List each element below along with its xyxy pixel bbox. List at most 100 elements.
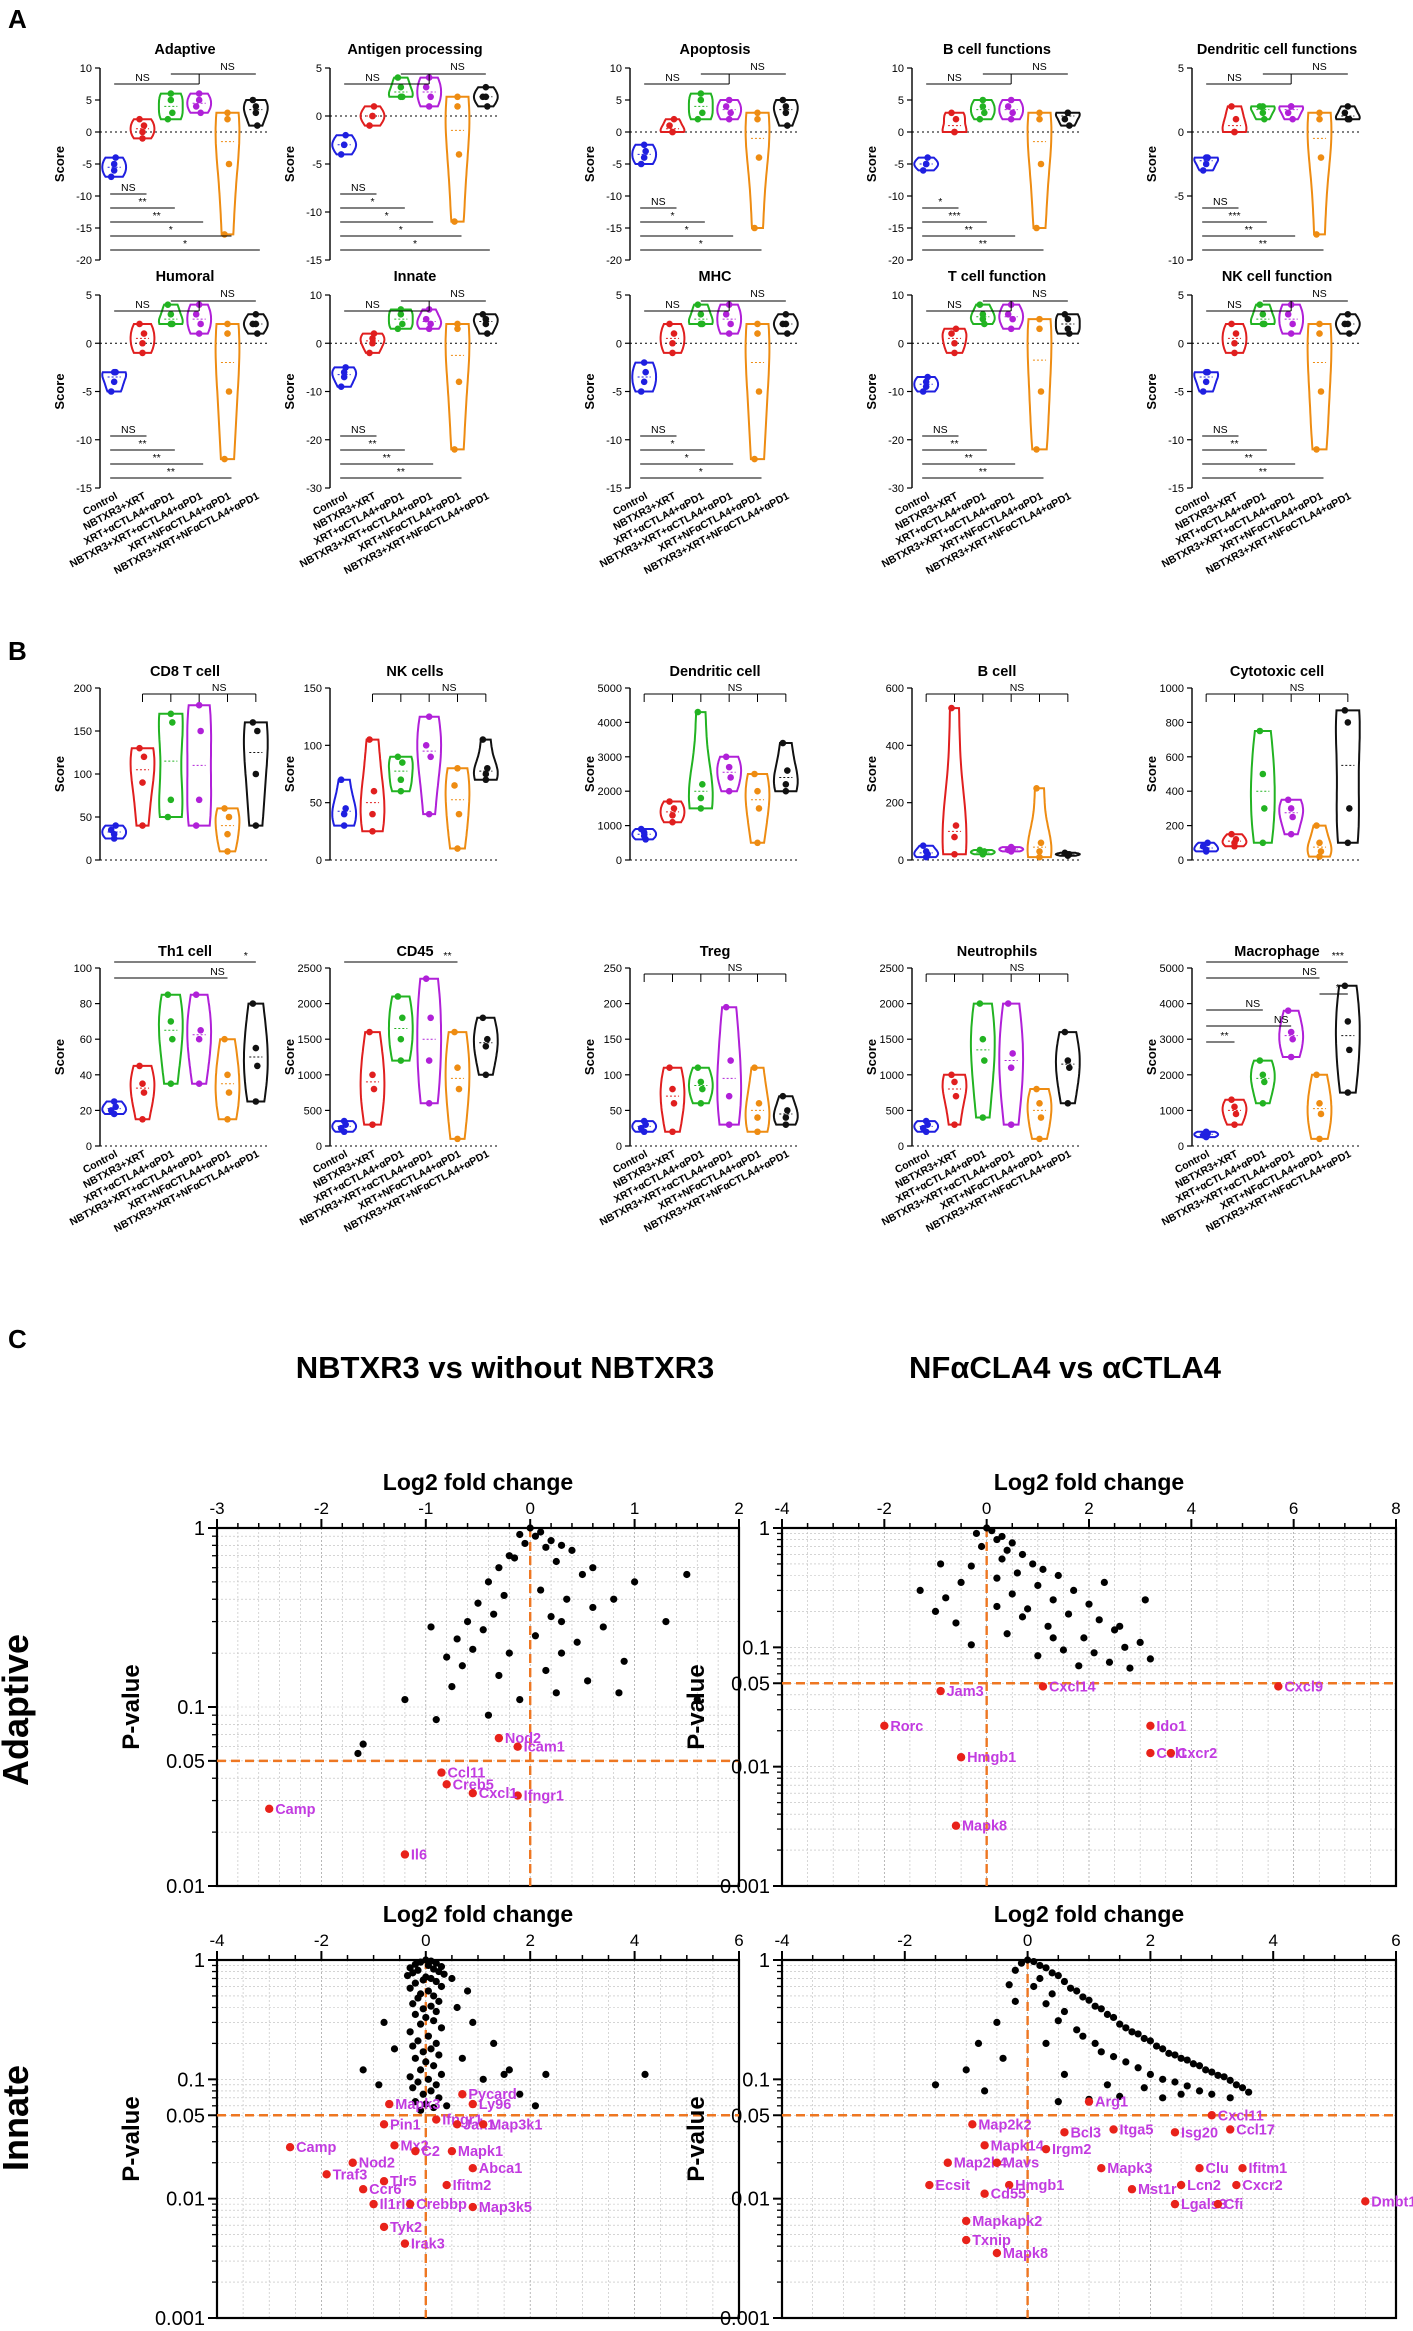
gene-point [1208,2068,1216,2076]
y-tick-label: 600 [886,683,904,695]
gene-point [1116,2020,1124,2028]
gene-point [1134,2030,1142,2038]
data-point [224,320,231,328]
gene-point [409,2042,417,2050]
violin-xrt-ctla4-pd1 [687,1066,714,1105]
sig-label: ** [1245,224,1253,236]
gene-point [1141,1596,1149,1604]
data-point [197,320,204,328]
gene-point [469,1645,477,1653]
sig-label: NS [1227,299,1242,311]
data-point [697,90,705,97]
gene-point [516,2090,524,2098]
data-point [482,1043,490,1050]
chart-title: CD45 [396,944,433,960]
sig-gene-point [1166,1748,1176,1758]
violin-nbtxr3-xrt-nf-ctla4-pd1 [472,1016,499,1076]
data-point [369,810,376,818]
y-tick-label: 0 [616,338,622,350]
data-point [1228,320,1235,328]
sig-label: * [244,950,248,962]
violin-nbtxr3-xrt-nf-ctla4-pd1 [1334,105,1361,121]
gene-point [427,2002,435,2010]
violin-nbtxr3-xrt [129,1064,156,1121]
x-tick-label: 0 [1023,1931,1032,1950]
gene-point [1024,1605,1032,1613]
gene-point [547,1537,555,1545]
chart-title: B cell [978,664,1017,680]
gene-point [422,2100,430,2108]
gene-label-ccr6: Ccr6 [369,2182,401,2198]
gene-point [584,1677,592,1685]
data-point [637,1124,645,1132]
violin-nbtxr3-xrt-nf-ctla4-pd1 [1334,709,1361,844]
violin-nbtxr3-xrt-nf-ctla4-pd1 [242,1002,269,1103]
data-point [484,103,491,110]
x-tick-label: -4 [774,1499,789,1518]
violin-xrt-ctla4-pd1 [1249,303,1276,325]
gene-point [1085,1600,1093,1608]
data-point [1064,109,1072,117]
data-point [751,455,758,463]
data-point [252,311,260,318]
gene-point [1140,2034,1148,2043]
sig-gene-point [1004,2180,1014,2190]
data-point [1037,160,1045,168]
gene-point [432,2081,440,2089]
y-tick-label: 0.01 [166,1876,205,1898]
sig-label: NS [1032,288,1047,300]
y-axis-label: Score [582,373,597,409]
data-point [397,1035,405,1043]
data-point [454,764,461,772]
gene-label-il6: Il6 [411,1847,427,1863]
data-point [1284,311,1292,318]
data-point [164,115,172,123]
data-point [669,339,676,347]
violin-control [1193,1130,1220,1139]
data-point [224,115,231,123]
data-point [1004,103,1012,110]
gene-point [1049,1596,1057,1604]
gene-label-nod2: Nod2 [505,1731,541,1747]
gene-point [474,1599,482,1607]
y-tick-label: -10 [306,207,322,219]
data-point [1007,1064,1015,1071]
sig-label: * [685,452,689,464]
y-tick-label: 200 [604,999,622,1011]
chart-title: Dendritic cell [669,664,760,680]
data-point [197,1027,204,1034]
sig-label: NS [135,299,150,311]
y-tick-label: -15 [76,483,92,495]
gene-point [631,1578,639,1586]
violin-control [101,1100,128,1115]
gene-label-map2k4: Map2k4 [954,2156,1007,2172]
sig-gene-point [437,1768,446,1777]
gene-point [1018,1550,1027,1559]
gene-point [427,2045,435,2053]
violin-chart-th1-cell: Th1 cell100806040200ScoreControlNBTXR3+X… [52,944,270,1235]
data-point [697,311,705,318]
sig-label: NS [450,288,465,300]
data-point [252,822,260,829]
violin-nbtxr3-xrt-nf-ctla4-pd1 [1334,984,1361,1094]
gene-point [573,1638,581,1646]
gene-point [1159,2045,1167,2053]
sig-label: * [699,466,703,478]
gene-label-ifitm1: Ifitm1 [1249,2161,1288,2177]
gene-point [1122,2058,1130,2066]
y-axis-label: Score [282,1039,297,1075]
data-point [727,774,734,781]
gene-point [516,1530,524,1539]
gene-point [547,1612,555,1621]
sig-label: *** [1332,950,1344,962]
y-tick-label: 3000 [1160,1034,1184,1046]
data-point [1202,846,1210,853]
sig-gene-point [411,2146,420,2156]
chart-title: NK cell function [1222,269,1332,285]
data-point [1232,1110,1240,1118]
data-point [722,1003,730,1011]
violin-nbtxr3-xrt-ctla4-pd1 [998,99,1025,121]
violin-nbtxr3-xrt [129,118,156,140]
y-tick-label: 200 [886,798,904,810]
data-point [195,701,203,709]
